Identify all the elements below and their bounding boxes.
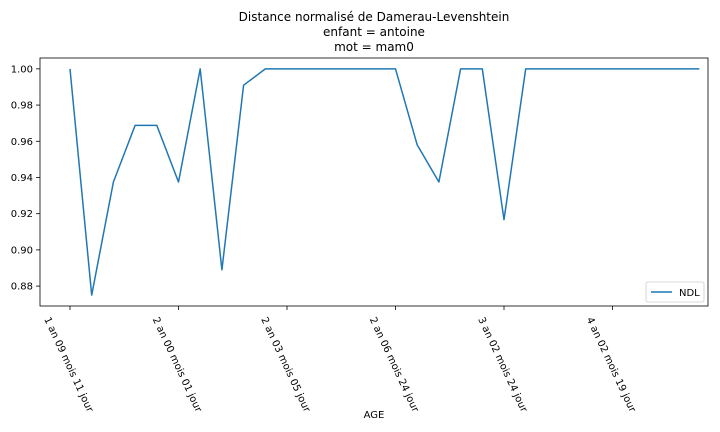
chart-title-line-3: mot = mam0 — [334, 40, 414, 54]
x-tick-label-4: 3 an 02 mois 24 jour — [475, 316, 529, 415]
x-tick-label-2: 2 an 03 mois 05 jour — [258, 316, 312, 415]
y-tick-label-4: 0.96 — [11, 137, 33, 148]
series-line-ndl — [69, 68, 700, 296]
y-axis: 0.88 0.90 0.92 0.94 0.96 0.98 1.00 — [11, 64, 40, 293]
legend-label-ndl: NDL — [679, 288, 700, 299]
x-tick-label-0: 1 an 09 mois 11 jour — [41, 316, 95, 415]
x-axis-label: AGE — [364, 410, 385, 421]
series-group — [69, 68, 700, 296]
chart-title-line-2: enfant = antoine — [323, 25, 425, 39]
plot-frame — [39, 57, 709, 307]
y-tick-label-1: 0.90 — [11, 245, 33, 256]
y-tick-label-0: 0.88 — [11, 282, 33, 293]
y-tick-label-6: 1.00 — [11, 64, 33, 75]
x-tick-label-1: 2 an 00 mois 01 jour — [150, 316, 204, 415]
x-tick-label-5: 4 an 02 mois 19 jour — [584, 316, 638, 415]
legend: NDL — [645, 281, 705, 303]
y-tick-label-5: 0.98 — [11, 101, 33, 112]
y-tick-label-2: 0.92 — [11, 209, 33, 220]
legend-box — [645, 281, 705, 303]
x-axis: 1 an 09 mois 11 jour 2 an 00 mois 01 jour… — [41, 306, 638, 415]
chart-title-line-1: Distance normalisé de Damerau-Levenshtei… — [239, 10, 510, 24]
y-tick-label-3: 0.94 — [11, 173, 33, 184]
x-tick-label-3: 2 an 06 mois 24 jour — [367, 316, 421, 415]
